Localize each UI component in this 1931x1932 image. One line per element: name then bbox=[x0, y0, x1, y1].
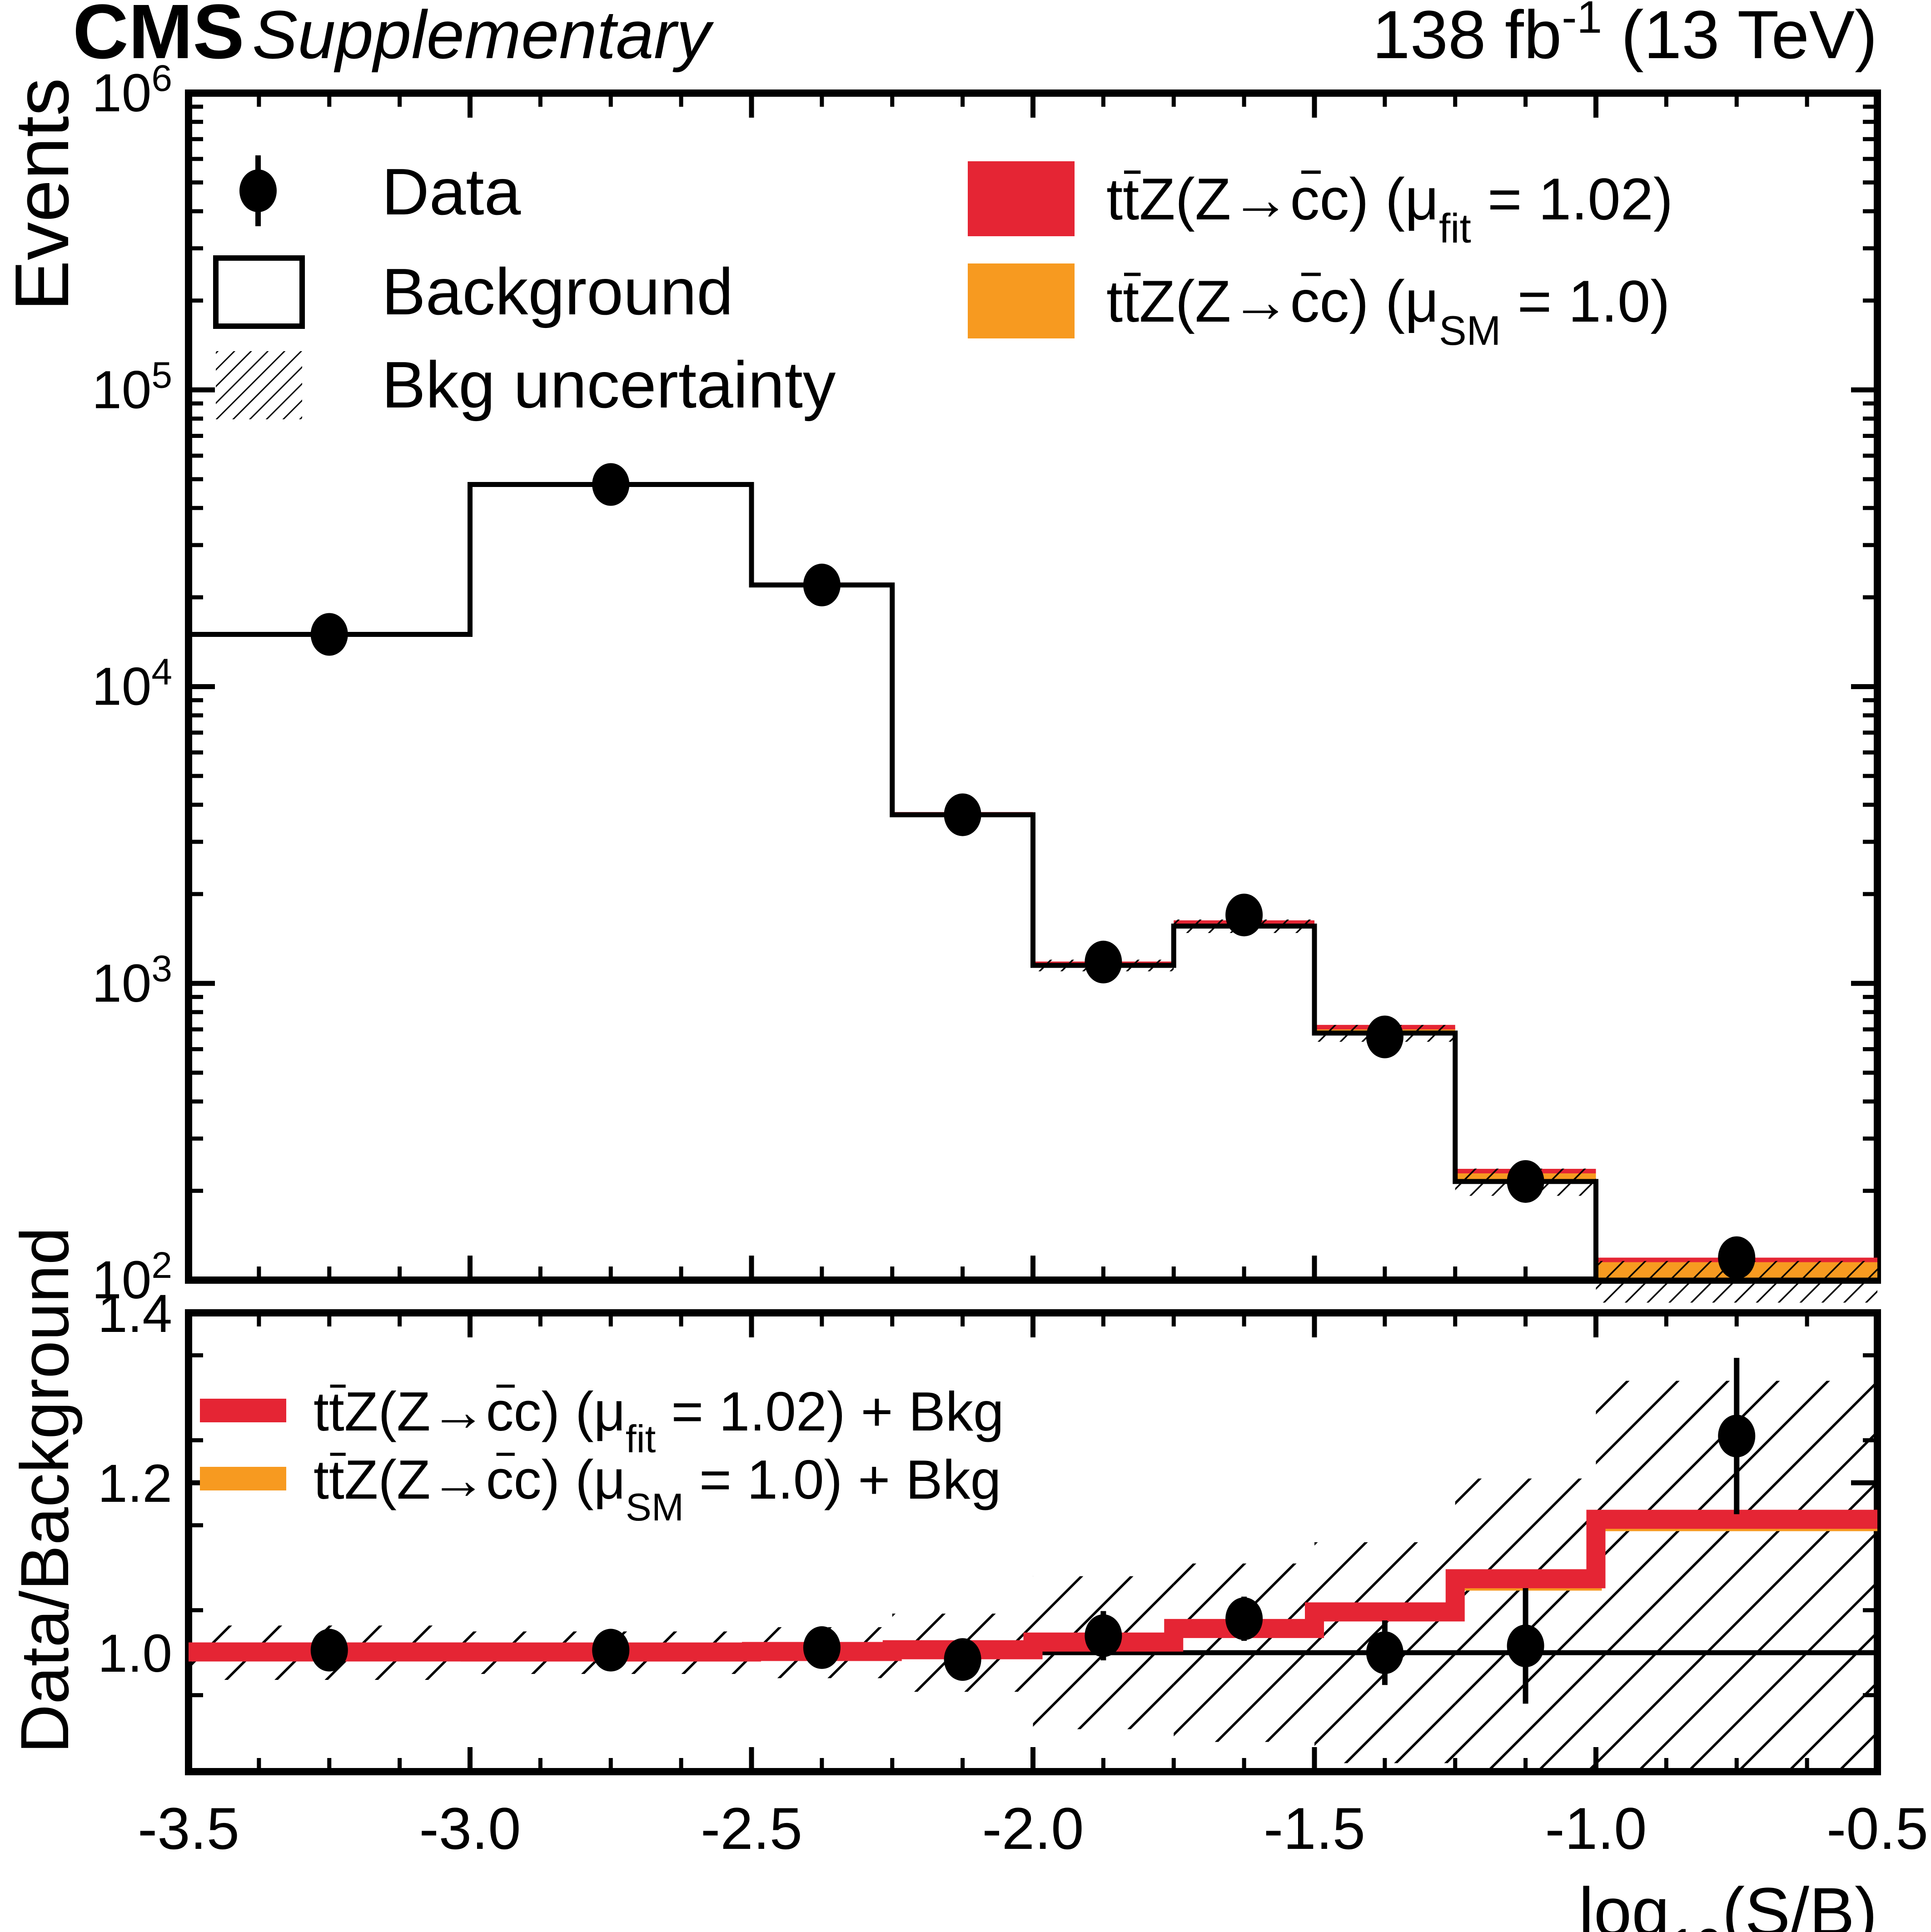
data-point bbox=[310, 613, 348, 656]
x-tick-label: -1.0 bbox=[1545, 1795, 1647, 1862]
data-point bbox=[592, 463, 630, 506]
y-tick-label: 105 bbox=[92, 354, 172, 420]
ratio-y-tick-label: 1.0 bbox=[98, 1624, 172, 1684]
ratio-y-tick-label: 1.2 bbox=[98, 1454, 172, 1514]
legend-label-bkg-uncertainty: Bkg uncertainty bbox=[382, 348, 836, 422]
data-point bbox=[1718, 1236, 1756, 1279]
ratio-legend-swatch-sm bbox=[200, 1467, 286, 1490]
ratio-data-point bbox=[1507, 1624, 1544, 1668]
ratio-data-point bbox=[1718, 1415, 1756, 1458]
bkg-uncertainty-legend-box bbox=[216, 351, 302, 419]
data-point bbox=[803, 563, 841, 606]
y-tick-label: 104 bbox=[92, 651, 172, 717]
ratio-data-point bbox=[944, 1638, 981, 1681]
ratio-data-point bbox=[592, 1629, 630, 1672]
data-point bbox=[1366, 1015, 1403, 1058]
ratio-data-point bbox=[803, 1626, 841, 1669]
header: CMS Supplementary 138 fb-1 (13 TeV) bbox=[73, 0, 1877, 75]
x-tick-label: -3.5 bbox=[138, 1795, 239, 1862]
data-point bbox=[1507, 1160, 1544, 1203]
x-tick-label: -2.5 bbox=[701, 1795, 802, 1862]
legend-label-data: Data bbox=[382, 155, 521, 228]
ratio-data-point bbox=[1366, 1631, 1403, 1674]
x-tick-label: -1.5 bbox=[1264, 1795, 1365, 1862]
x-tick-label: -3.0 bbox=[419, 1795, 521, 1862]
y-tick-label: 106 bbox=[92, 58, 172, 124]
background-legend-box bbox=[213, 255, 305, 329]
main-legend-left: Data Background Bkg uncertainty bbox=[213, 155, 836, 422]
legend-swatch-sm bbox=[968, 263, 1075, 338]
x-tick-label: -0.5 bbox=[1826, 1795, 1928, 1862]
lumi-energy-label: 138 fb-1 (13 TeV) bbox=[1372, 0, 1877, 73]
ratio-data-point bbox=[310, 1629, 348, 1672]
ratio-y-tick-label: 1.4 bbox=[98, 1284, 172, 1344]
cms-logo: CMS bbox=[73, 0, 244, 75]
ratio-data-point bbox=[1225, 1597, 1263, 1640]
y-axis-title: Events bbox=[0, 78, 85, 311]
data-legend-marker bbox=[239, 169, 277, 212]
legend-label-background: Background bbox=[382, 255, 733, 328]
data-point bbox=[1085, 940, 1122, 983]
data-point bbox=[944, 793, 981, 836]
ratio-y-axis-title: Data/Background bbox=[6, 1227, 83, 1753]
x-tick-label: -2.0 bbox=[982, 1795, 1084, 1862]
x-axis-title: log10(S/B) bbox=[1578, 1873, 1877, 1932]
legend-swatch-fit bbox=[968, 161, 1075, 236]
data-point bbox=[1225, 894, 1263, 937]
y-tick-label: 103 bbox=[92, 948, 172, 1013]
supplementary-label: Supplementary bbox=[252, 0, 714, 73]
x-axis: -3.5 -3.0 -2.5 -2.0 -1.5 -1.0 -0.5 log10(S/B) bbox=[138, 1795, 1928, 1932]
ratio-data-point bbox=[1085, 1614, 1122, 1657]
ratio-legend-swatch-fit bbox=[200, 1399, 286, 1422]
